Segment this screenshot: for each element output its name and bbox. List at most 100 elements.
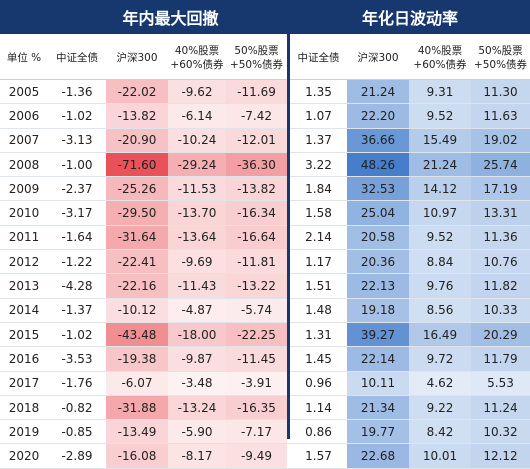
year-cell: 2014 bbox=[0, 298, 48, 323]
vol-bond-cell: 1.57 bbox=[290, 443, 347, 469]
header-line: +60%债券 bbox=[413, 58, 467, 71]
vol-50-50-cell: 11.24 bbox=[471, 395, 530, 421]
dd-40-60-cell: -9.69 bbox=[168, 249, 226, 275]
table-row: 2020 -2.89 -16.08 -8.17 -9.49 1.57 22.68 10.01 1… bbox=[0, 443, 530, 469]
dd-bond-cell: -1.36 bbox=[48, 79, 106, 105]
dd-bond-cell: -1.02 bbox=[48, 322, 106, 348]
year-cell: 2018 bbox=[0, 395, 48, 421]
vol-bond-cell: 1.45 bbox=[290, 346, 347, 372]
table-row: 2016 -3.53 -19.38 -9.87 -11.45 1.45 22.14 9.72 1… bbox=[0, 346, 530, 372]
vol-bond-cell: 2.14 bbox=[290, 225, 347, 251]
vol-csi300-cell: 22.68 bbox=[347, 443, 409, 469]
dd-bond-cell: -2.37 bbox=[48, 176, 106, 202]
table-row: 2009 -2.37 -25.26 -11.53 -13.82 1.84 32.53 14.1… bbox=[0, 176, 530, 202]
vol-bond-cell: 1.51 bbox=[290, 273, 347, 299]
header-line: 50%股票 bbox=[234, 44, 279, 57]
vol-50-50-cell: 10.33 bbox=[471, 298, 530, 323]
year-cell: 2007 bbox=[0, 128, 48, 153]
vol-50-50-cell: 11.30 bbox=[471, 79, 530, 105]
dd-csi300-cell: -25.26 bbox=[106, 176, 168, 202]
vol-bond-cell: 0.96 bbox=[290, 371, 347, 396]
col-header-bond-vol: 中证全债 bbox=[290, 36, 347, 80]
dd-bond-cell: -1.22 bbox=[48, 249, 106, 275]
dd-40-60-cell: -13.70 bbox=[168, 200, 226, 226]
header-line: +50%债券 bbox=[473, 58, 528, 71]
vol-csi300-cell: 22.20 bbox=[347, 103, 409, 129]
dd-40-60-cell: -13.24 bbox=[168, 395, 226, 421]
vol-40-60-cell: 10.01 bbox=[409, 443, 471, 469]
drawdown-group-header: 年内最大回撤 bbox=[0, 0, 287, 34]
vol-50-50-cell: 25.74 bbox=[471, 152, 530, 178]
vol-40-60-cell: 8.84 bbox=[409, 249, 471, 275]
vol-csi300-cell: 19.18 bbox=[347, 298, 409, 323]
vol-50-50-cell: 17.19 bbox=[471, 176, 530, 202]
vol-50-50-cell: 11.63 bbox=[471, 103, 530, 129]
vol-bond-cell: 1.14 bbox=[290, 395, 347, 421]
year-cell: 2019 bbox=[0, 419, 48, 445]
vol-40-60-cell: 9.31 bbox=[409, 79, 471, 105]
unit-label: 单位 % bbox=[0, 36, 48, 80]
vol-bond-cell: 1.31 bbox=[290, 322, 347, 348]
header-line: 40%股票 bbox=[417, 44, 463, 57]
vol-csi300-cell: 32.53 bbox=[347, 176, 409, 202]
vol-csi300-cell: 19.77 bbox=[347, 419, 409, 445]
dd-bond-cell: -3.53 bbox=[48, 346, 106, 372]
table-row: 2011 -1.64 -31.64 -13.64 -16.64 2.14 20.58 9.52… bbox=[0, 225, 530, 251]
vol-50-50-cell: 20.29 bbox=[471, 322, 530, 348]
dd-40-60-cell: -10.24 bbox=[168, 128, 226, 153]
year-cell: 2011 bbox=[0, 225, 48, 251]
vol-40-60-cell: 21.24 bbox=[409, 152, 471, 178]
table-row: 2019 -0.85 -13.49 -5.90 -7.17 0.86 19.77 8.42 10… bbox=[0, 419, 530, 445]
year-cell: 2017 bbox=[0, 371, 48, 396]
dd-50-50-cell: -16.64 bbox=[226, 225, 287, 251]
vol-40-60-cell: 9.52 bbox=[409, 225, 471, 251]
dd-40-60-cell: -9.87 bbox=[168, 346, 226, 372]
year-cell: 2016 bbox=[0, 346, 48, 372]
year-cell: 2008 bbox=[0, 152, 48, 178]
vol-40-60-cell: 14.12 bbox=[409, 176, 471, 202]
dd-50-50-cell: -3.91 bbox=[226, 371, 287, 396]
dd-50-50-cell: -22.25 bbox=[226, 322, 287, 348]
dd-bond-cell: -2.89 bbox=[48, 443, 106, 469]
vol-50-50-cell: 11.79 bbox=[471, 346, 530, 372]
dd-bond-cell: -0.82 bbox=[48, 395, 106, 421]
vol-40-60-cell: 9.72 bbox=[409, 346, 471, 372]
dd-50-50-cell: -11.81 bbox=[226, 249, 287, 275]
year-cell: 2009 bbox=[0, 176, 48, 202]
vol-40-60-cell: 8.56 bbox=[409, 298, 471, 323]
year-cell: 2015 bbox=[0, 322, 48, 348]
vol-50-50-cell: 13.31 bbox=[471, 200, 530, 226]
vol-bond-cell: 1.37 bbox=[290, 128, 347, 153]
vol-csi300-cell: 21.34 bbox=[347, 395, 409, 421]
col-header-40-60-vol: 40%股票 +60%债券 bbox=[409, 36, 471, 80]
dd-csi300-cell: -71.60 bbox=[106, 152, 168, 178]
vol-40-60-cell: 9.22 bbox=[409, 395, 471, 421]
dd-50-50-cell: -13.82 bbox=[226, 176, 287, 202]
vol-40-60-cell: 15.49 bbox=[409, 128, 471, 153]
vol-50-50-cell: 10.76 bbox=[471, 249, 530, 275]
dd-50-50-cell: -7.17 bbox=[226, 419, 287, 445]
dd-csi300-cell: -16.08 bbox=[106, 443, 168, 469]
table-row: 2010 -3.17 -29.50 -13.70 -16.34 1.58 25.04 10.9… bbox=[0, 200, 530, 226]
year-cell: 2020 bbox=[0, 443, 48, 469]
dd-50-50-cell: -36.30 bbox=[226, 152, 287, 178]
col-header-bond: 中证全债 bbox=[48, 36, 106, 80]
dd-40-60-cell: -4.87 bbox=[168, 298, 226, 323]
dd-bond-cell: -1.37 bbox=[48, 298, 106, 323]
year-cell: 2010 bbox=[0, 200, 48, 226]
dd-csi300-cell: -20.90 bbox=[106, 128, 168, 153]
dd-50-50-cell: -16.35 bbox=[226, 395, 287, 421]
dd-40-60-cell: -29.24 bbox=[168, 152, 226, 178]
dd-bond-cell: -4.28 bbox=[48, 273, 106, 299]
vol-50-50-cell: 11.36 bbox=[471, 225, 530, 251]
dd-bond-cell: -0.85 bbox=[48, 419, 106, 445]
volatility-group-header: 年化日波动率 bbox=[290, 0, 530, 34]
dd-csi300-cell: -31.88 bbox=[106, 395, 168, 421]
year-cell: 2006 bbox=[0, 103, 48, 129]
vol-40-60-cell: 9.52 bbox=[409, 103, 471, 129]
dd-40-60-cell: -18.00 bbox=[168, 322, 226, 348]
header-line: +60%债券 bbox=[170, 58, 224, 71]
table-row: 2008 -1.00 -71.60 -29.24 -36.30 3.22 48.26 21.2… bbox=[0, 152, 530, 178]
dd-bond-cell: -1.64 bbox=[48, 225, 106, 251]
table-row: 2017 -1.76 -6.07 -3.48 -3.91 0.96 10.11 4.62 5.5… bbox=[0, 371, 530, 396]
